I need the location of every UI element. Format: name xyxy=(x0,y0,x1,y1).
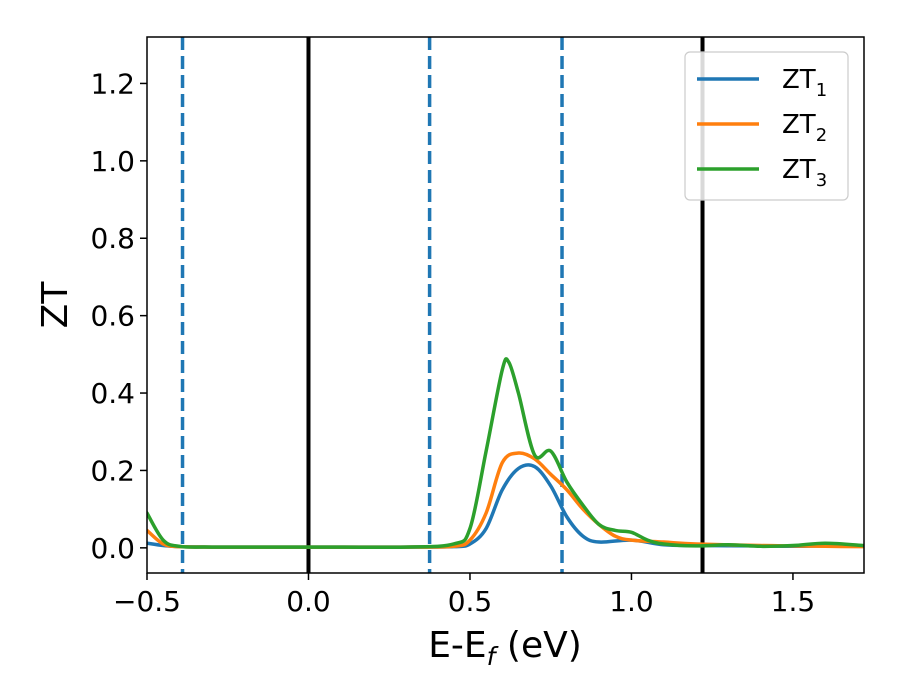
legend-box xyxy=(684,51,849,201)
reference-lines xyxy=(180,37,705,573)
y-tick-label: 0.6 xyxy=(90,300,135,333)
legend-label-zt3: ZT3 xyxy=(782,155,827,191)
y-tick-label: 0.4 xyxy=(90,377,135,410)
y-tick-label: 0.8 xyxy=(90,222,135,255)
plot-frame xyxy=(146,36,865,574)
x-tick-label: 0.0 xyxy=(286,585,331,618)
legend-label-zt1: ZT1 xyxy=(782,65,827,101)
x-tick-label: −0.5 xyxy=(113,585,181,618)
x-tick-label: 1.0 xyxy=(609,585,654,618)
x-tick-label: 0.5 xyxy=(448,585,493,618)
x-axis-ticks: −0.5 0.0 0.5 1.0 1.5 xyxy=(113,573,815,618)
x-tick-label: 1.5 xyxy=(771,585,816,618)
series-lines xyxy=(147,357,864,550)
series-line-zt3 xyxy=(147,357,864,550)
legend: ZT1 ZT2 ZT3 xyxy=(684,51,849,201)
legend-label-zt2: ZT2 xyxy=(782,110,827,146)
y-axis-ticks: 0.0 0.2 0.4 0.6 0.8 1.0 1.2 xyxy=(90,67,147,565)
y-tick-label: 0.2 xyxy=(90,454,135,487)
x-axis-title: E-Ef (eV) xyxy=(428,625,582,671)
series-line-zt1 xyxy=(147,463,864,549)
y-axis-title: ZT xyxy=(35,281,76,329)
y-tick-label: 1.2 xyxy=(90,67,135,100)
y-tick-label: 0.0 xyxy=(90,532,135,565)
series-line-zt2 xyxy=(147,451,864,549)
y-tick-label: 1.0 xyxy=(90,145,135,178)
